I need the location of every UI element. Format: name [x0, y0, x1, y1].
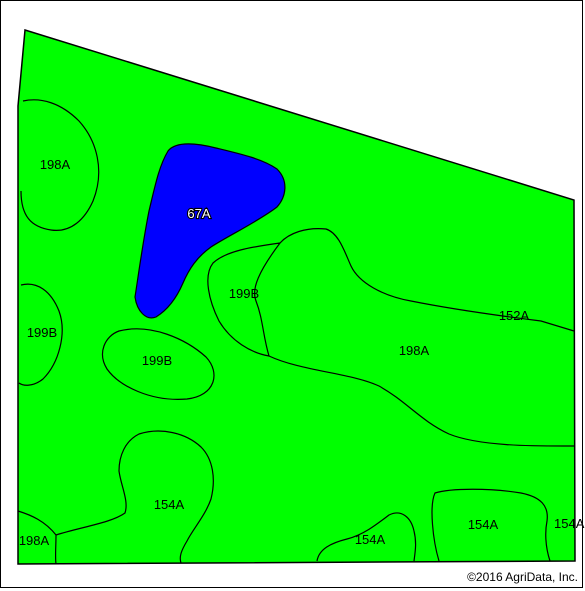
unit-199b-center-boundary	[207, 242, 282, 357]
label-154a-edge: 154A	[554, 516, 585, 531]
label-199b-west: 199B	[27, 325, 57, 340]
label-198a-nw: 198A	[40, 157, 71, 172]
unit-199b-small-boundary	[102, 328, 215, 400]
label-154a-center: 154A	[154, 497, 185, 512]
unit-67a-water	[134, 143, 286, 319]
copyright-notice: ©2016 AgriData, Inc.	[467, 570, 578, 584]
field-boundary	[17, 29, 576, 565]
label-199b-center: 199B	[229, 286, 259, 301]
unit-154a-bottom-boundary	[316, 512, 417, 562]
soil-boundaries	[17, 99, 575, 565]
label-152a: 152A	[499, 308, 530, 323]
unit-199b-west-boundary	[18, 283, 63, 386]
label-198a-center: 198A	[399, 343, 430, 358]
unit-198a-nw-boundary	[20, 99, 100, 231]
unit-154a-center-boundary	[55, 430, 214, 564]
unit-198a-center-boundary	[268, 355, 575, 447]
label-154a-bottom: 154A	[355, 532, 386, 547]
label-198a-sw: 198A	[19, 533, 50, 548]
label-67a: 67A	[187, 206, 210, 221]
unit-152a-boundary	[279, 228, 575, 332]
label-154a-br: 154A	[468, 517, 499, 532]
unit-198a-sw-boundary	[17, 510, 57, 565]
label-199b-small: 199B	[142, 353, 172, 368]
unit-154a-br-boundary	[431, 488, 551, 562]
